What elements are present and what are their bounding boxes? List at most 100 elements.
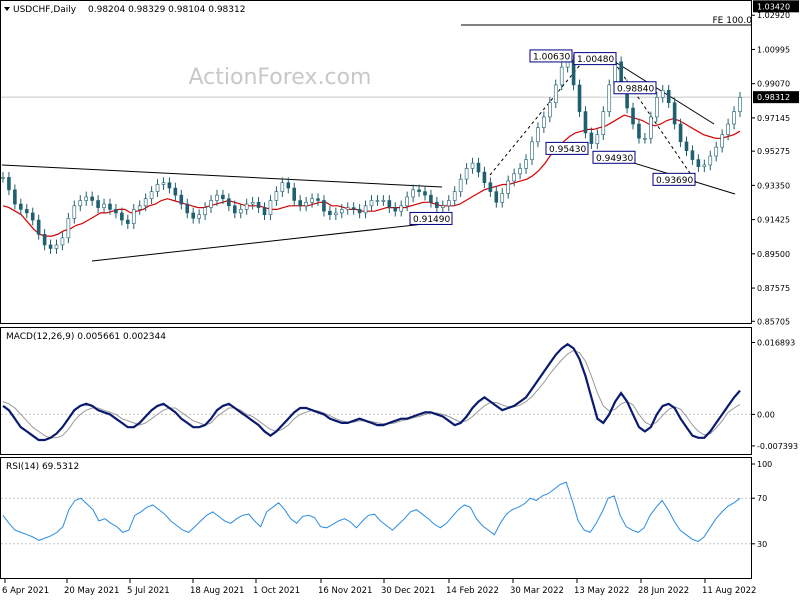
- price-candle-body: [250, 201, 255, 205]
- swing-level-box: [592, 150, 636, 164]
- price-candle-body: [304, 201, 308, 207]
- price-candle-body: [441, 205, 445, 208]
- watermark: ActionForex.com: [189, 65, 372, 90]
- price-candle-body: [654, 97, 659, 118]
- price-candle-body: [203, 207, 207, 216]
- price-candle-body: [446, 200, 451, 207]
- price-candle-body: [672, 102, 677, 125]
- x-axis: 6 Apr 2021 20 May 2021 5 Jul 2021 18 Aug 20…: [2, 579, 756, 596]
- swing-level-label: 0.91490: [413, 215, 450, 225]
- rsi-panel-frame: [0, 457, 752, 579]
- price-candle-body: [232, 205, 237, 214]
- price-candle-body: [637, 123, 641, 139]
- x-tick-label: 28 Jun 2022: [638, 586, 689, 596]
- price-candle-body: [542, 116, 546, 128]
- price-candle-body: [292, 187, 297, 201]
- price-candle-body: [500, 193, 505, 203]
- price-candle-body: [72, 205, 77, 219]
- swing-level-label: 0.94930: [596, 154, 633, 164]
- x-tick-label: 11 Aug 2022: [702, 586, 756, 596]
- price-candle-body: [583, 111, 588, 134]
- price-candle-body: [732, 111, 736, 125]
- swing-level-box: [573, 52, 617, 66]
- price-candle-body: [13, 189, 17, 205]
- price-candle-body: [351, 207, 356, 210]
- price-candle-body: [678, 123, 683, 143]
- rsi-y-tick-label: 100: [757, 460, 772, 469]
- rsi-title: RSI(14) 69.5312: [6, 462, 79, 472]
- price-candle-body: [1, 177, 5, 179]
- swing-level-label: 1.00630: [533, 52, 570, 62]
- price-candle-body: [660, 89, 665, 98]
- price-candle-body: [506, 180, 511, 194]
- x-tick-label: 1 Oct 2021: [253, 586, 300, 596]
- price-candle-body: [405, 196, 409, 207]
- top-price-box: [753, 0, 799, 13]
- price-candle-body: [149, 191, 154, 200]
- price-y-tick-label: 0.91425: [757, 216, 790, 225]
- price-candle-body: [577, 84, 582, 112]
- price-y-tick-label: 0.97145: [757, 114, 790, 123]
- price-candle-body: [30, 212, 35, 221]
- upper-triangle-trendline[interactable]: [1, 164, 443, 188]
- price-candle-body: [19, 203, 23, 210]
- trendlines[interactable]: [1, 24, 752, 262]
- fibo-dashed-line[interactable]: [613, 61, 697, 183]
- macd-y-tick-label: -0.007393: [757, 442, 798, 451]
- price-candle-body: [126, 219, 130, 224]
- price-candle-body: [393, 207, 398, 212]
- price-y-tick-label: 1.02920: [757, 11, 790, 20]
- symbol-dropdown-icon[interactable]: [4, 7, 10, 11]
- price-candle-body: [179, 194, 184, 205]
- rsi-y-axis: 100 70 30: [1, 460, 772, 549]
- price-candle-body: [595, 134, 600, 144]
- swing-level-box: [652, 172, 696, 186]
- price-candle-body: [185, 203, 190, 214]
- price-candle-body: [316, 198, 320, 201]
- price-candle-body: [36, 219, 41, 235]
- price-y-tick-label: 0.89500: [757, 250, 790, 259]
- price-candle-body: [339, 209, 344, 214]
- macd-signal-line: [2, 350, 741, 439]
- price-y-tick-label: 1.00995: [757, 45, 790, 54]
- price-candle-body: [643, 137, 647, 140]
- price-candle-body: [601, 111, 606, 136]
- price-y-tick-label: 0.87575: [757, 284, 790, 293]
- price-bars: [1, 54, 742, 254]
- macd-title: MACD(12,26,9) 0.005661 0.002344: [6, 332, 166, 342]
- price-candle-body: [7, 177, 11, 191]
- price-candle-body: [256, 201, 261, 208]
- macd-series: [2, 342, 741, 442]
- x-tick-label: 30 Mar 2022: [510, 586, 564, 596]
- lower-triangle-trendline[interactable]: [91, 221, 443, 262]
- macd-panel-frame: [0, 327, 752, 455]
- price-candle-body: [726, 123, 730, 136]
- price-candle-body: [48, 244, 53, 249]
- price-candle-body: [322, 200, 326, 212]
- swing-level-box: [409, 211, 453, 225]
- price-candle-body: [458, 178, 463, 192]
- price-candle-body: [381, 200, 386, 202]
- fe-level-label: FE 100.0: [713, 16, 753, 26]
- price-candle-body: [78, 200, 83, 207]
- x-tick-label: 13 May 2022: [574, 586, 629, 596]
- price-panel-frame: [0, 0, 752, 324]
- price-candle-body: [429, 194, 433, 203]
- price-candle-body: [482, 171, 487, 184]
- price-candle-body: [530, 141, 534, 160]
- price-y-tick-label: 0.99070: [757, 80, 790, 89]
- moving-average-line: [2, 114, 741, 237]
- price-candle-body: [328, 210, 332, 216]
- price-candle-body: [244, 203, 249, 210]
- price-candle-body: [167, 182, 172, 189]
- price-candle-body: [227, 198, 231, 207]
- price-candle-body: [476, 162, 481, 173]
- macd-y-tick-label: 0.00: [757, 410, 775, 419]
- price-candle-body: [452, 191, 457, 201]
- rally-dashed-line[interactable]: [489, 64, 581, 176]
- price-candle-body: [120, 212, 124, 221]
- x-tick-label: 5 Jul 2021: [127, 586, 170, 596]
- swing-level-box: [529, 49, 573, 63]
- price-candle-body: [631, 107, 635, 125]
- price-candle-body: [280, 182, 285, 192]
